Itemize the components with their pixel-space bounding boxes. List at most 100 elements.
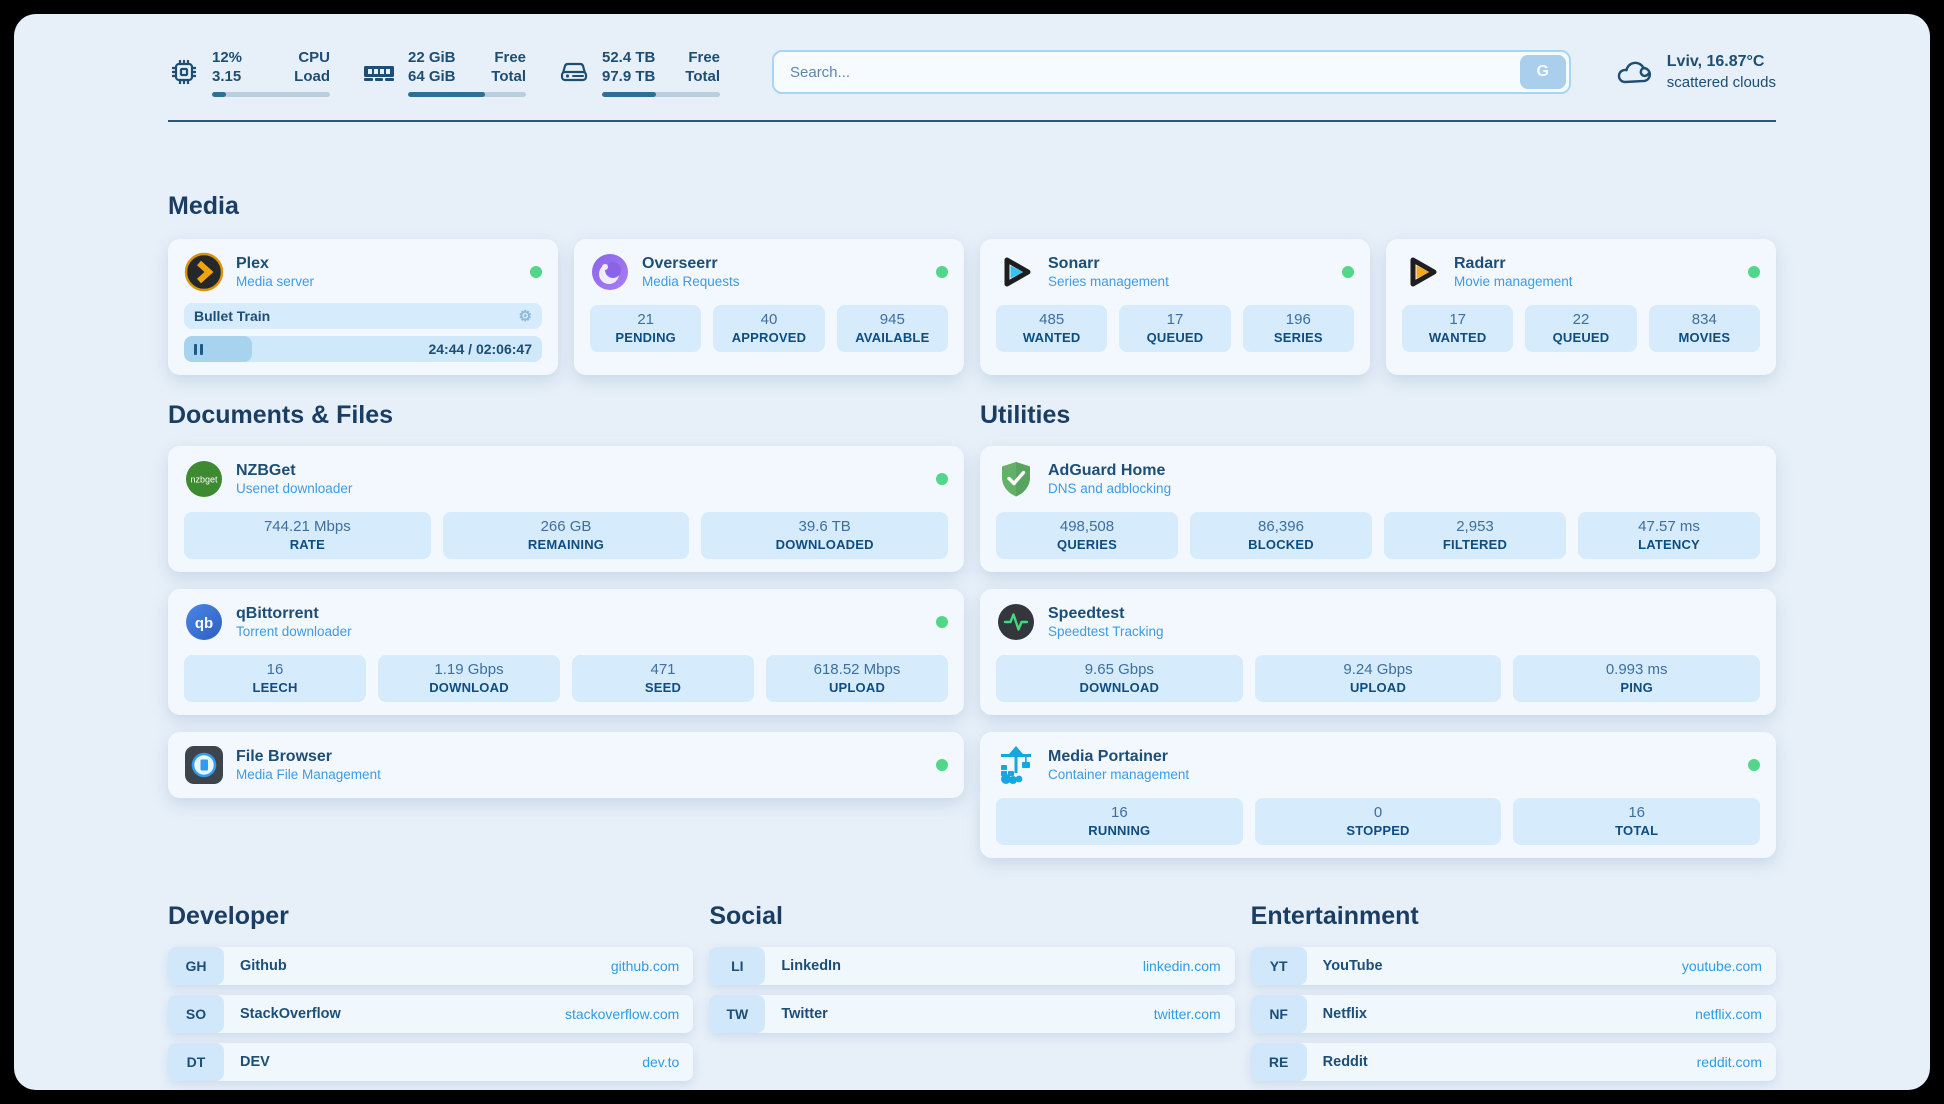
link-name: LinkedIn [781, 958, 841, 974]
section-title-media: Media [168, 192, 239, 220]
ram-free-label: Free [494, 48, 526, 66]
stat-pill-latency: 47.57 ms LATENCY [1578, 512, 1760, 559]
section-title-documents: Documents & Files [168, 401, 394, 429]
link-url[interactable]: stackoverflow.com [564, 1006, 680, 1022]
ram-stat: 22 GiB 64 GiB Free Total [362, 48, 526, 97]
memory-icon [362, 60, 396, 84]
app-card-speedtest[interactable]: Speedtest Speedtest Tracking 9.65 Gbps D… [980, 589, 1776, 715]
link-tag: GH [168, 947, 224, 985]
weather-condition: scattered clouds [1666, 73, 1776, 91]
link-row-netflix[interactable]: NF Netflix netflix.com [1250, 995, 1776, 1033]
ram-progress-bar [408, 91, 526, 97]
app-name: Media Portainer [1048, 747, 1169, 765]
link-tag: NF [1250, 995, 1307, 1033]
link-url[interactable]: youtube.com [1681, 958, 1762, 974]
disk-icon [558, 59, 590, 85]
link-tag: YT [1250, 947, 1307, 985]
now-playing-title: Bullet Train [194, 308, 271, 324]
app-description: Media File Management [236, 766, 381, 782]
link-row-linkedin[interactable]: LI LinkedIn linkedin.com [709, 947, 1235, 985]
stat-pill-upload: 9.24 Gbps UPLOAD [1254, 655, 1502, 702]
app-card-portainer[interactable]: Media Portainer Container management 16 … [980, 732, 1776, 858]
overseerr-icon [590, 252, 630, 292]
app-description: Media server [236, 273, 315, 289]
link-name: Netflix [1322, 1006, 1367, 1022]
media-grid: Plex Media server Bullet Train ⚙ 24:44 /… [168, 239, 1776, 375]
app-card-adguard[interactable]: AdGuard Home DNS and adblocking 498,508 … [980, 446, 1776, 572]
app-card-radarr[interactable]: Radarr Movie management 17 WANTED 22 QUE… [1386, 239, 1776, 375]
app-card-sonarr[interactable]: Sonarr Series management 485 WANTED 17 Q… [980, 239, 1370, 375]
link-tag: DT [168, 1043, 224, 1081]
svg-text:nzbget: nzbget [190, 475, 218, 485]
app-card-nzbget[interactable]: nzbget NZBGet Usenet downloader 744.21 M… [168, 446, 964, 572]
link-url[interactable]: twitter.com [1153, 1006, 1221, 1022]
filebrowser-icon [184, 745, 224, 785]
svg-text:qb: qb [195, 615, 213, 632]
stat-pill-running: 16 RUNNING [996, 798, 1243, 845]
stat-pill-download: 9.65 Gbps DOWNLOAD [996, 655, 1243, 702]
qbittorrent-icon: qb [184, 602, 224, 642]
stat-pill-upload: 618.52 Mbps UPLOAD [766, 655, 948, 702]
stat-pill-rate: 744.21 Mbps RATE [184, 512, 431, 559]
link-row-youtube[interactable]: YT YouTube youtube.com [1250, 947, 1776, 985]
app-card-filebrowser[interactable]: File Browser Media File Management [168, 732, 964, 798]
sonarr-icon [996, 252, 1036, 292]
stat-pill-series: 196 SERIES [1242, 305, 1354, 352]
app-name: qBittorrent [236, 604, 319, 622]
stat-pill-approved: 40 APPROVED [713, 305, 825, 352]
app-card-plex[interactable]: Plex Media server Bullet Train ⚙ 24:44 /… [168, 239, 558, 375]
app-card-overseerr[interactable]: Overseerr Media Requests 21 PENDING 40 A… [574, 239, 964, 375]
disk-free-value: 52.4 TB [602, 48, 656, 66]
link-row-dev[interactable]: DT DEV dev.to [168, 1043, 694, 1081]
status-dot [936, 759, 948, 771]
portainer-icon [996, 745, 1036, 785]
stat-pill-leech: 16 LEECH [184, 655, 366, 702]
app-name: Speedtest [1048, 604, 1125, 622]
cpu-percent: 12% [212, 48, 243, 66]
cpu-progress-bar [212, 91, 330, 97]
app-name: Sonarr [1048, 254, 1100, 272]
bottom-columns: Developer GH Github github.com SO StackO… [168, 858, 1776, 1081]
app-description: Usenet downloader [236, 480, 353, 496]
app-name: Overseerr [642, 254, 718, 272]
cpu-load-value: 3.15 [212, 68, 242, 85]
link-url[interactable]: github.com [610, 958, 680, 974]
system-stats: 12% 3.15 CPU Load [168, 48, 720, 97]
link-row-github[interactable]: GH Github github.com [168, 947, 694, 985]
link-url[interactable]: netflix.com [1695, 1006, 1762, 1022]
dashboard-frame: 12% 3.15 CPU Load [14, 14, 1930, 1090]
radarr-icon [1402, 252, 1442, 292]
stat-pill-queries: 498,508 QUERIES [996, 512, 1178, 559]
link-url[interactable]: linkedin.com [1142, 958, 1221, 974]
stat-pill-remaining: 266 GB REMAINING [442, 512, 690, 559]
middle-columns: Documents & Files nzbget NZBGet U [168, 375, 1776, 858]
section-title-social: Social [709, 902, 783, 930]
app-card-qbittorrent[interactable]: qb qBittorrent Torrent downloader 16 LEE… [168, 589, 964, 715]
cpu-stat: 12% 3.15 CPU Load [168, 48, 330, 97]
link-row-twitter[interactable]: TW Twitter twitter.com [709, 995, 1235, 1033]
link-row-reddit[interactable]: RE Reddit reddit.com [1250, 1043, 1776, 1081]
status-dot [936, 266, 948, 278]
link-row-stackoverflow[interactable]: SO StackOverflow stackoverflow.com [168, 995, 694, 1033]
weather-location: Lviv, 16.87°C [1666, 53, 1765, 71]
settings-gear-icon[interactable]: ⚙ [518, 307, 532, 325]
cpu-load-label: Load [294, 68, 330, 85]
link-tag: TW [709, 995, 766, 1033]
search-input[interactable] [772, 50, 1571, 94]
disk-progress-bar [602, 91, 720, 97]
playback-progress-bar[interactable]: 24:44 / 02:06:47 [184, 336, 542, 362]
google-search-button[interactable]: G [1519, 55, 1566, 89]
stat-pill-available: 945 AVAILABLE [836, 305, 948, 352]
stat-pill-wanted: 17 WANTED [1402, 305, 1514, 352]
disk-stat: 52.4 TB 97.9 TB Free Total [558, 48, 720, 97]
cloud-icon [1615, 57, 1655, 87]
disk-total-value: 97.9 TB [602, 68, 656, 85]
link-url[interactable]: dev.to [642, 1054, 680, 1070]
status-dot [936, 473, 948, 485]
link-url[interactable]: reddit.com [1696, 1054, 1762, 1070]
status-dot [936, 616, 948, 628]
section-title-utilities: Utilities [980, 401, 1071, 429]
stat-pill-downloaded: 39.6 TB DOWNLOADED [701, 512, 949, 559]
section-title-developer: Developer [168, 902, 289, 930]
stat-pill-stopped: 0 STOPPED [1254, 798, 1502, 845]
